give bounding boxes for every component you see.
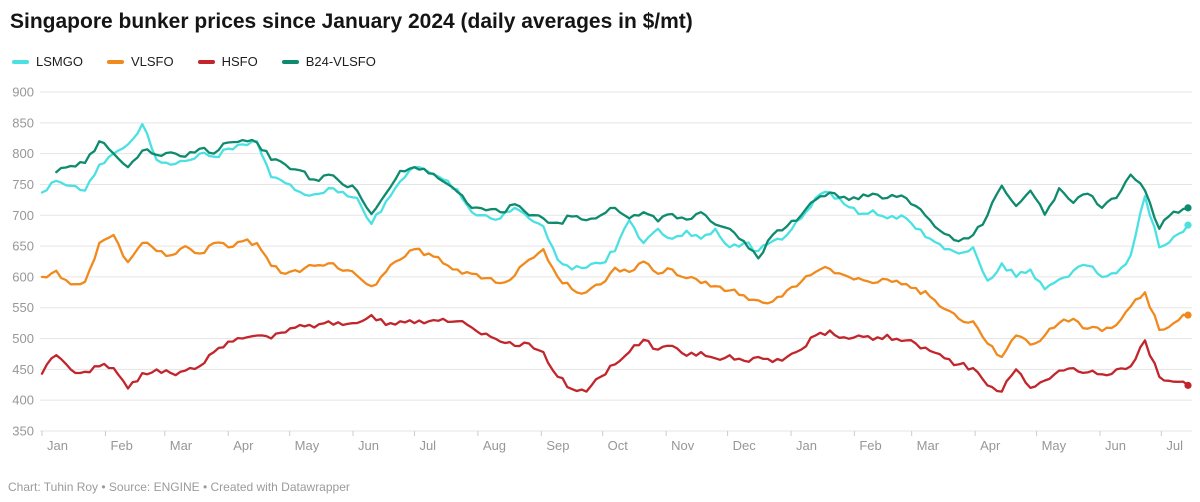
x-axis-label-17: Jun xyxy=(1105,438,1126,453)
y-axis-label-700: 700 xyxy=(12,208,34,223)
x-axis-label-13: Feb xyxy=(859,438,881,453)
y-axis-label-550: 550 xyxy=(12,300,34,315)
x-axis-label-4: May xyxy=(295,438,320,453)
series-endpoint-dot-b24-vlsfo xyxy=(1184,204,1192,212)
x-axis-label-12: Jan xyxy=(796,438,817,453)
legend-item-vlsfo: VLSFO xyxy=(106,54,174,69)
legend-item-hsfo: HSFO xyxy=(197,54,258,69)
series-line-vlsfo[interactable] xyxy=(40,233,1190,359)
x-axis-label-11: Dec xyxy=(733,438,757,453)
x-axis-label-5: Jun xyxy=(358,438,379,453)
series-line-lsmgo[interactable] xyxy=(40,122,1190,291)
series-endpoint-dot-lsmgo xyxy=(1184,221,1192,229)
legend-swatch-lsmgo-icon xyxy=(12,59,29,64)
y-axis-label-800: 800 xyxy=(12,146,34,161)
legend-item-lsmgo: LSMGO xyxy=(12,54,83,69)
x-axis-label-18: Jul xyxy=(1166,438,1183,453)
x-axis-label-14: Mar xyxy=(917,438,940,453)
x-axis-label-15: Apr xyxy=(980,438,1001,453)
x-axis-label-1: Feb xyxy=(110,438,132,453)
legend-label-b24-vlsfo: B24-VLSFO xyxy=(305,54,376,69)
legend-label-vlsfo: VLSFO xyxy=(130,54,174,69)
y-axis-label-600: 600 xyxy=(12,269,34,284)
legend-label-hsfo: HSFO xyxy=(221,54,258,69)
legend-label-lsmgo: LSMGO xyxy=(36,54,83,69)
y-axis-label-650: 650 xyxy=(12,239,34,254)
chart-footer: Chart: Tuhin Roy • Source: ENGINE • Crea… xyxy=(8,480,350,494)
series-endpoint-dot-vlsfo xyxy=(1184,311,1192,319)
x-axis-label-9: Oct xyxy=(608,438,629,453)
x-axis-label-10: Nov xyxy=(671,438,695,453)
y-axis-label-850: 850 xyxy=(12,115,34,130)
y-axis-label-350: 350 xyxy=(12,424,34,439)
x-axis-label-6: Jul xyxy=(419,438,436,453)
line-chart-plot-area[interactable]: 900 850 800 750 700 650 600 550 500 450 400 350 Jan F… xyxy=(0,84,1200,460)
legend: LSMGO VLSFO HSFO B24-VLSFO xyxy=(12,54,376,69)
x-axis-label-7: Aug xyxy=(483,438,506,453)
x-axis-label-3: Apr xyxy=(233,438,254,453)
series-endpoint-dot-hsfo xyxy=(1184,381,1192,389)
legend-swatch-vlsfo-icon xyxy=(106,59,124,64)
legend-swatch-b24-vlsfo-icon xyxy=(281,59,299,64)
y-axis-label-750: 750 xyxy=(12,177,34,192)
x-axis-label-16: May xyxy=(1042,438,1067,453)
y-axis-label-400: 400 xyxy=(12,393,34,408)
series-line-b24-vlsfo[interactable] xyxy=(55,138,1190,260)
x-axis-label-2: Mar xyxy=(170,438,193,453)
x-axis-label-8: Sep xyxy=(546,438,569,453)
y-axis-label-500: 500 xyxy=(12,331,34,346)
legend-swatch-hsfo-icon xyxy=(197,59,215,64)
y-axis-label-450: 450 xyxy=(12,362,34,377)
y-axis-label-900: 900 xyxy=(12,85,34,100)
x-axis-label-0: Jan xyxy=(47,438,68,453)
series-line-hsfo[interactable] xyxy=(40,313,1190,393)
legend-item-b24-vlsfo: B24-VLSFO xyxy=(281,54,376,69)
chart-title: Singapore bunker prices since January 20… xyxy=(10,10,693,33)
